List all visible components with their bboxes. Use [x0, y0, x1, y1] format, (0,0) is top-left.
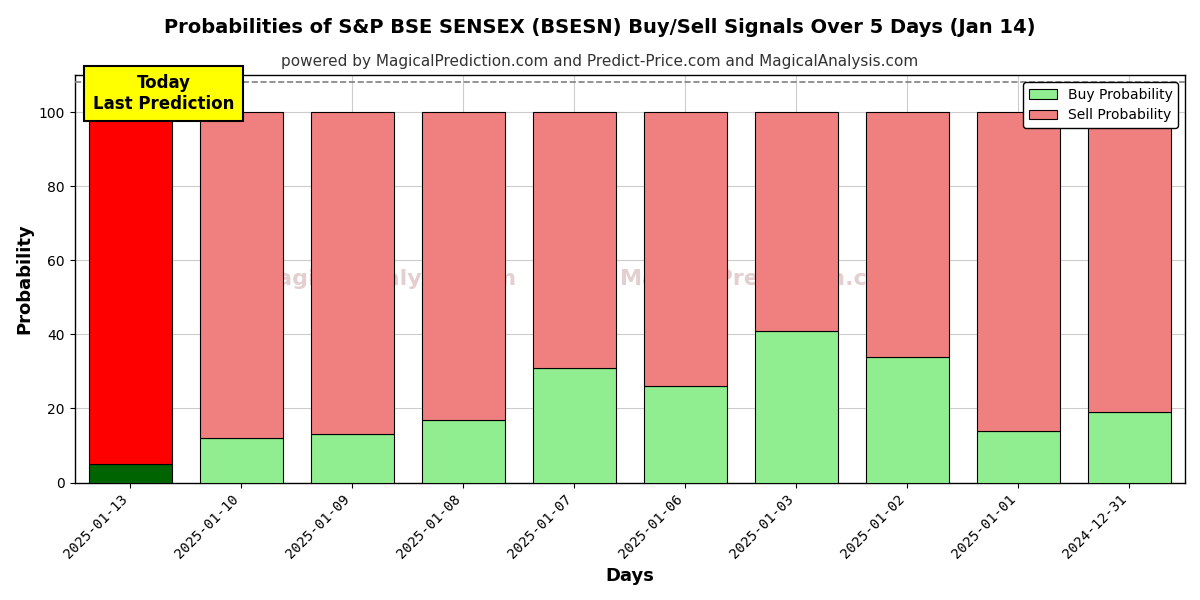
- Bar: [865, 356, 949, 482]
- X-axis label: Days: Days: [605, 567, 654, 585]
- Bar: [311, 434, 394, 482]
- Text: MagicalAnalysis.com: MagicalAnalysis.com: [254, 269, 516, 289]
- Y-axis label: Probability: Probability: [16, 223, 34, 334]
- Text: MagicalPrediction.com: MagicalPrediction.com: [620, 269, 906, 289]
- Bar: [755, 112, 838, 331]
- Bar: [199, 438, 283, 482]
- Bar: [311, 112, 394, 434]
- Bar: [643, 386, 727, 482]
- Bar: [755, 331, 838, 482]
- Text: powered by MagicalPrediction.com and Predict-Price.com and MagicalAnalysis.com: powered by MagicalPrediction.com and Pre…: [281, 54, 919, 69]
- Bar: [977, 112, 1060, 431]
- Bar: [533, 368, 616, 482]
- Bar: [199, 112, 283, 438]
- Bar: [1088, 112, 1171, 412]
- Bar: [533, 112, 616, 368]
- Bar: [643, 112, 727, 386]
- Bar: [977, 431, 1060, 482]
- Bar: [421, 419, 505, 482]
- Legend: Buy Probability, Sell Probability: Buy Probability, Sell Probability: [1024, 82, 1178, 128]
- Text: Today
Last Prediction: Today Last Prediction: [92, 74, 234, 113]
- Bar: [1088, 412, 1171, 482]
- Bar: [421, 112, 505, 419]
- Bar: [89, 464, 172, 482]
- Bar: [865, 112, 949, 356]
- Bar: [89, 112, 172, 464]
- Text: Probabilities of S&P BSE SENSEX (BSESN) Buy/Sell Signals Over 5 Days (Jan 14): Probabilities of S&P BSE SENSEX (BSESN) …: [164, 18, 1036, 37]
